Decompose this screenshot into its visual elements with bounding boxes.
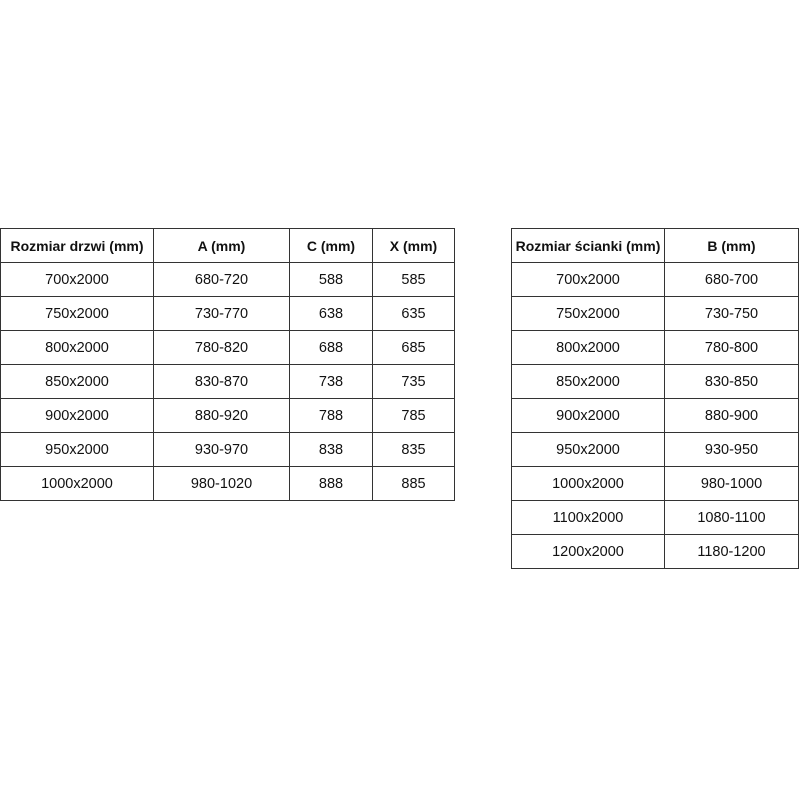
table-cell: 950x2000	[511, 432, 665, 467]
table-row: 1200x2000 1180-1200	[511, 534, 799, 569]
table-cell: 1200x2000	[511, 534, 665, 569]
table-row: 1000x2000 980-1020 888 885	[0, 466, 455, 501]
table-cell: 730-750	[664, 296, 799, 331]
table-row: 850x2000 830-870 738 735	[0, 364, 455, 399]
table-row: 950x2000 930-950	[511, 432, 799, 467]
table-cell: 700x2000	[0, 262, 154, 297]
table-cell: 835	[372, 432, 455, 467]
table-cell: 888	[289, 466, 373, 501]
table-cell: 1000x2000	[0, 466, 154, 501]
table-cell: 588	[289, 262, 373, 297]
table-cell: 680-700	[664, 262, 799, 297]
table-cell: 635	[372, 296, 455, 331]
table-cell: 950x2000	[0, 432, 154, 467]
table-cell: 780-800	[664, 330, 799, 365]
table-cell: 750x2000	[0, 296, 154, 331]
column-header: Rozmiar drzwi (mm)	[0, 228, 154, 263]
table-row: 750x2000 730-750	[511, 296, 799, 331]
table-cell: 800x2000	[511, 330, 665, 365]
table-cell: 1100x2000	[511, 500, 665, 535]
table-row: 900x2000 880-900	[511, 398, 799, 433]
table-cell: 880-920	[153, 398, 290, 433]
table-cell: 930-950	[664, 432, 799, 467]
table-row: 700x2000 680-720 588 585	[0, 262, 455, 297]
table-row: 1000x2000 980-1000	[511, 466, 799, 501]
table-cell: 980-1000	[664, 466, 799, 501]
table-cell: 1000x2000	[511, 466, 665, 501]
table-cell: 885	[372, 466, 455, 501]
column-header: X (mm)	[372, 228, 455, 263]
table-cell: 780-820	[153, 330, 290, 365]
table-row: 700x2000 680-700	[511, 262, 799, 297]
table-cell: 688	[289, 330, 373, 365]
table-cell: 800x2000	[0, 330, 154, 365]
column-header: B (mm)	[664, 228, 799, 263]
column-header: A (mm)	[153, 228, 290, 263]
table-cell: 700x2000	[511, 262, 665, 297]
table-cell: 880-900	[664, 398, 799, 433]
table-cell: 685	[372, 330, 455, 365]
table-row: 800x2000 780-800	[511, 330, 799, 365]
table-cell: 788	[289, 398, 373, 433]
table-cell: 1180-1200	[664, 534, 799, 569]
table-cell: 730-770	[153, 296, 290, 331]
table-cell: 850x2000	[511, 364, 665, 399]
table-cell: 638	[289, 296, 373, 331]
table-cell: 1080-1100	[664, 500, 799, 535]
table-cell: 585	[372, 262, 455, 297]
table-cell: 930-970	[153, 432, 290, 467]
table-row: 850x2000 830-850	[511, 364, 799, 399]
table-cell: 830-870	[153, 364, 290, 399]
table-cell: 900x2000	[0, 398, 154, 433]
table-row: 800x2000 780-820 688 685	[0, 330, 455, 365]
table-cell: 750x2000	[511, 296, 665, 331]
table-cell: 785	[372, 398, 455, 433]
table-cell: 850x2000	[0, 364, 154, 399]
column-header: Rozmiar ścianki (mm)	[511, 228, 665, 263]
table-row: 1100x2000 1080-1100	[511, 500, 799, 535]
table-row: 900x2000 880-920 788 785	[0, 398, 455, 433]
table-cell: 980-1020	[153, 466, 290, 501]
table-row: 950x2000 930-970 838 835	[0, 432, 455, 467]
table-cell: 830-850	[664, 364, 799, 399]
door-size-table: Rozmiar drzwi (mm) A (mm) C (mm) X (mm) 700…	[0, 228, 455, 501]
table-cell: 735	[372, 364, 455, 399]
table-cell: 900x2000	[511, 398, 665, 433]
table-cell: 838	[289, 432, 373, 467]
wall-size-table: Rozmiar ścianki (mm) B (mm) 700x2000 680-7…	[511, 228, 799, 569]
table-header-row: Rozmiar drzwi (mm) A (mm) C (mm) X (mm)	[0, 228, 455, 263]
table-header-row: Rozmiar ścianki (mm) B (mm)	[511, 228, 799, 263]
table-row: 750x2000 730-770 638 635	[0, 296, 455, 331]
table-cell: 738	[289, 364, 373, 399]
column-header: C (mm)	[289, 228, 373, 263]
table-cell: 680-720	[153, 262, 290, 297]
